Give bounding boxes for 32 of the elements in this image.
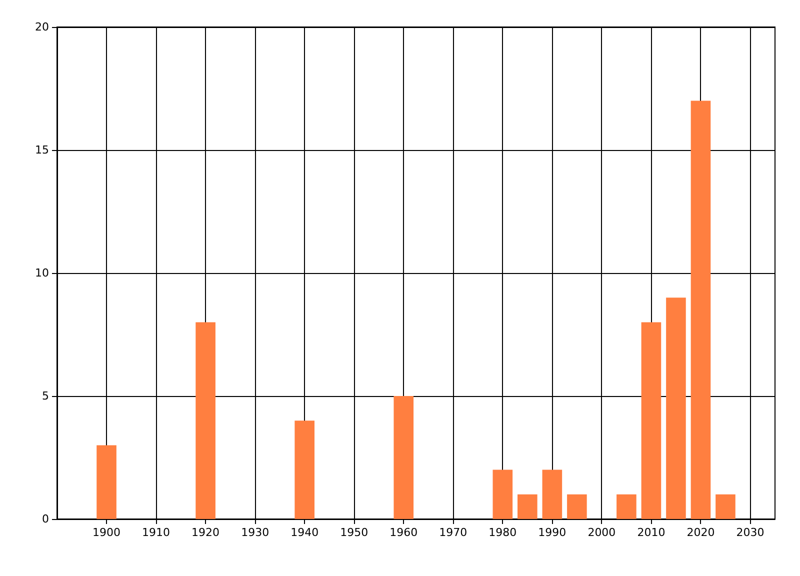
- bar: [641, 322, 662, 519]
- x-tick-label: 1980: [488, 526, 517, 539]
- x-tick-label: 1910: [142, 526, 170, 539]
- y-tick-label: 0: [42, 512, 49, 526]
- bar: [294, 420, 314, 519]
- bar: [716, 494, 736, 519]
- x-tick-label: 2000: [588, 526, 616, 539]
- bar: [394, 396, 414, 519]
- bar: [542, 470, 562, 519]
- x-tick-label: 1950: [340, 526, 368, 539]
- y-tick-label: 10: [35, 266, 49, 280]
- x-tick-label: 1960: [390, 526, 418, 539]
- bar: [518, 494, 538, 519]
- x-tick-label: 1930: [241, 526, 270, 539]
- y-tick-label: 15: [35, 144, 49, 156]
- y-tick-label: 5: [42, 390, 49, 402]
- bar: [492, 470, 513, 519]
- x-tick-label: 1940: [290, 526, 319, 539]
- bar: [567, 494, 587, 519]
- x-tick-label: 2020: [686, 526, 715, 539]
- x-tick-label: 1970: [439, 526, 468, 539]
- y-tick-label: 20: [35, 20, 49, 34]
- x-tick-label: 1920: [192, 526, 220, 539]
- x-tick-label: 2010: [637, 526, 666, 539]
- x-tick-label: 1990: [538, 526, 566, 539]
- bar: [690, 100, 711, 519]
- bar: [666, 298, 686, 519]
- x-tick-label: 1900: [92, 526, 121, 539]
- bar: [196, 322, 216, 519]
- bar: [616, 494, 636, 519]
- x-tick-label: 2030: [736, 526, 764, 539]
- bar: [96, 445, 116, 519]
